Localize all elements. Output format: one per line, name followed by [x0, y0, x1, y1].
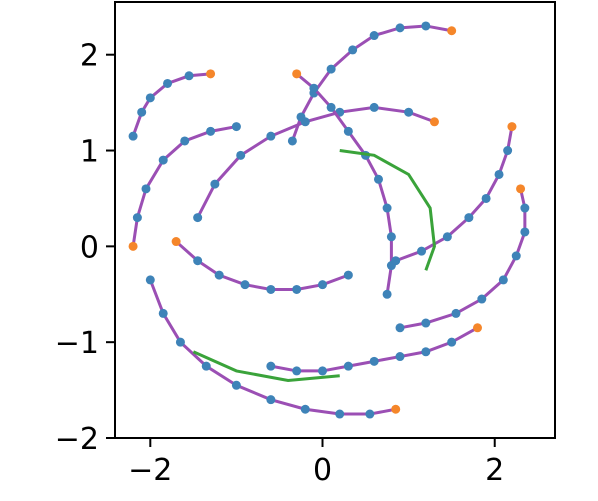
trajectory-point [369, 356, 379, 366]
x-tick-label: −2 [128, 453, 172, 488]
trajectory-point [266, 284, 276, 294]
trajectory-point [343, 361, 353, 371]
trajectory-point [158, 308, 168, 318]
trajectory-point [421, 21, 431, 31]
trajectory-point [236, 150, 246, 160]
trajectory-point [206, 126, 216, 136]
trajectory-point [382, 289, 392, 299]
trajectory-point [318, 366, 328, 376]
trajectory-point [193, 213, 203, 223]
trajectory-point [158, 155, 168, 165]
trajectory-point [369, 31, 379, 41]
trajectory-point [292, 284, 302, 294]
trajectory-point [391, 256, 401, 266]
trajectory-point [145, 275, 155, 285]
trajectory-point [193, 256, 203, 266]
trajectory-point [206, 69, 216, 79]
trajectory-point [395, 352, 405, 362]
trajectory-point [141, 184, 151, 194]
y-tick-label: 2 [80, 39, 99, 74]
trajectory-point [145, 93, 155, 103]
trajectory-point [442, 232, 452, 242]
trajectory-point [386, 232, 396, 242]
x-tick-label: 0 [313, 453, 332, 488]
trajectory-point [520, 227, 530, 237]
trajectory-point [300, 117, 310, 127]
trajectory-point [231, 380, 241, 390]
trajectory-point [369, 102, 379, 112]
trajectory-point [520, 203, 530, 213]
trajectory-point [365, 409, 375, 419]
trajectory-point [417, 246, 427, 256]
trajectory-point [184, 71, 194, 81]
trajectory-point [128, 131, 138, 141]
trajectory-point [447, 26, 457, 36]
trajectory-point [171, 237, 181, 247]
trajectory-point [318, 280, 328, 290]
trajectory-point [300, 404, 310, 414]
y-tick-label: −2 [55, 422, 99, 457]
plot-area [128, 21, 530, 419]
trajectory-line [192, 350, 340, 383]
trajectory-line [148, 279, 396, 416]
trajectory-line [399, 188, 527, 330]
trajectory-point [511, 251, 521, 261]
trajectory-point [343, 270, 353, 280]
trajectory-point [395, 23, 405, 33]
y-tick-label: 1 [80, 135, 99, 170]
trajectory-point [395, 323, 405, 333]
trajectory-point [214, 270, 224, 280]
trajectory-line [339, 149, 436, 271]
x-tick-label: 2 [485, 453, 504, 488]
trajectory-point [343, 126, 353, 136]
trajectory-line [295, 72, 393, 295]
trajectory-point [240, 280, 250, 290]
trajectory-point [210, 179, 220, 189]
trajectory-point [503, 146, 513, 156]
trajectory-point [382, 203, 392, 213]
trajectory-point [266, 131, 276, 141]
trajectory-point [477, 294, 487, 304]
trajectory-point [451, 308, 461, 318]
trajectory-point [180, 136, 190, 146]
trajectory-point [231, 122, 241, 132]
trajectory-point [326, 64, 336, 74]
trajectory-point [473, 323, 483, 333]
trajectory-point [373, 174, 383, 184]
trajectory-point [404, 107, 414, 117]
trajectory-point [201, 361, 211, 371]
trajectory-point [266, 361, 276, 371]
trajectory-point [163, 78, 173, 88]
trajectory-point [429, 117, 439, 127]
trajectory-line [290, 24, 452, 142]
trajectory-point [175, 337, 185, 347]
trajectory-point [421, 318, 431, 328]
trajectory-point [516, 184, 526, 194]
trajectory-point [309, 83, 319, 93]
trajectory-point [481, 193, 491, 203]
trajectory-point [326, 102, 336, 112]
y-tick-label: −1 [55, 326, 99, 361]
trajectory-point [335, 409, 345, 419]
trajectory-point [137, 107, 147, 117]
trajectory-point [266, 395, 276, 405]
trajectory-point [391, 404, 401, 414]
trajectory-point [132, 213, 142, 223]
trajectory-point [292, 366, 302, 376]
y-tick-label: 0 [80, 230, 99, 265]
trajectory-point [464, 213, 474, 223]
trajectory-point [128, 241, 138, 251]
trajectory-point [498, 275, 508, 285]
axes-frame [114, 1, 556, 439]
trajectory-point [447, 337, 457, 347]
trajectory-point [287, 136, 297, 146]
trajectory-point [507, 122, 517, 132]
trajectory-point [421, 347, 431, 357]
trajectory-line [395, 126, 514, 263]
trajectory-point [494, 169, 504, 179]
trajectory-point [348, 45, 358, 55]
trajectory-point [292, 69, 302, 79]
